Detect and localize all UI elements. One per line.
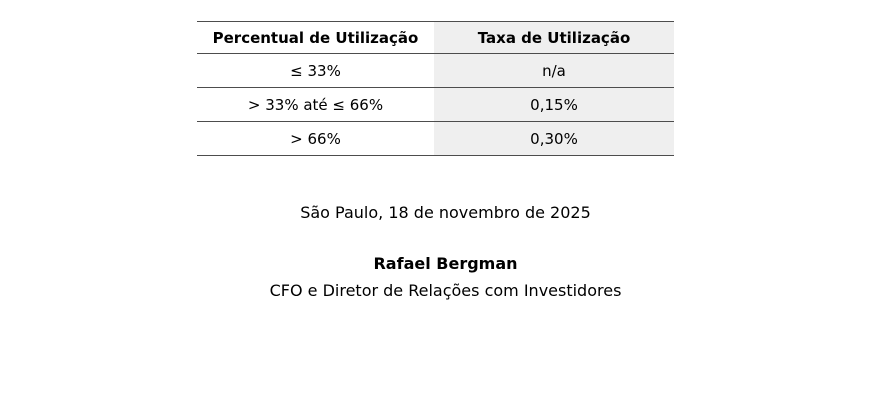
table-row: ≤ 33% n/a [197, 53, 674, 88]
cell-taxa: 0,15% [434, 87, 674, 122]
cell-taxa: 0,30% [434, 121, 674, 156]
table-row: > 33% até ≤ 66% 0,15% [197, 87, 674, 122]
cell-percentual: > 33% até ≤ 66% [197, 87, 434, 122]
table-row: > 66% 0,30% [197, 121, 674, 156]
signer-title: CFO e Diretor de Relações com Investidor… [269, 281, 622, 300]
cell-percentual: ≤ 33% [197, 53, 434, 88]
table-header-row: Percentual de Utilização Taxa de Utiliza… [197, 21, 674, 54]
col-header-percentual-utilizacao: Percentual de Utilização [197, 21, 434, 54]
col-header-taxa-utilizacao: Taxa de Utilização [434, 21, 674, 54]
signer-name: Rafael Bergman [373, 254, 518, 273]
dateline: São Paulo, 18 de novembro de 2025 [300, 203, 591, 222]
cell-percentual: > 66% [197, 121, 434, 156]
cell-taxa: n/a [434, 53, 674, 88]
utilization-rate-table: Percentual de Utilização Taxa de Utiliza… [197, 21, 674, 156]
